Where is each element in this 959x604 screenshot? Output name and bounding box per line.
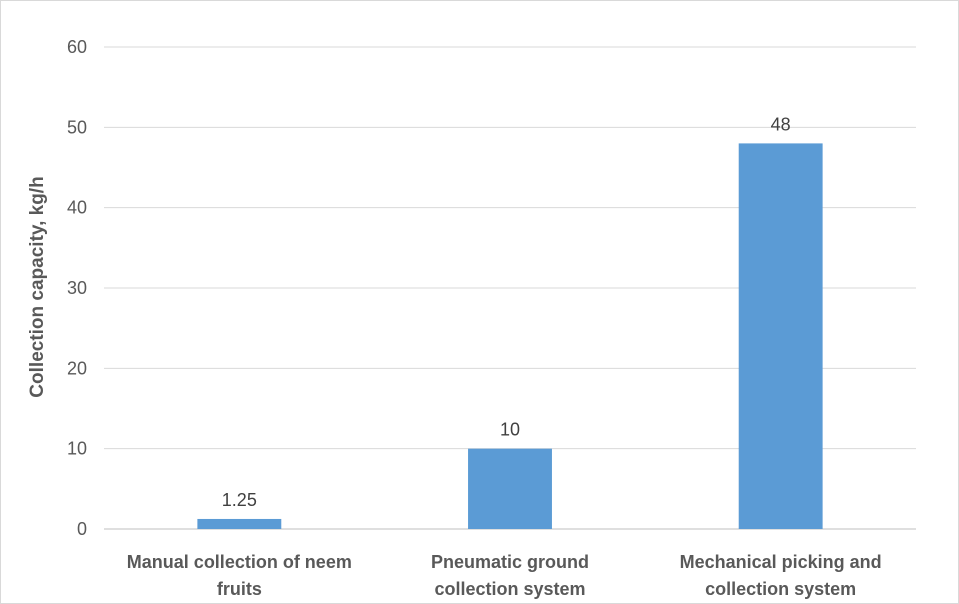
bars <box>197 143 823 529</box>
bar <box>738 143 823 529</box>
x-tick-label: collection system <box>434 579 585 599</box>
y-tick-label: 40 <box>67 198 87 218</box>
y-tick-label: 60 <box>67 37 87 57</box>
data-label: 48 <box>771 114 791 134</box>
y-axis-ticks: 0 10 20 30 40 50 60 <box>67 37 87 539</box>
bar <box>197 518 282 529</box>
data-label: 10 <box>500 420 520 440</box>
gridlines <box>104 46 916 530</box>
x-axis-categories: Manual collection of neem fruits Pneumatic… <box>127 552 882 599</box>
x-tick-label: Pneumatic ground <box>431 552 589 572</box>
y-tick-label: 10 <box>67 439 87 459</box>
y-axis-title: Collection capacity, kg/h <box>27 176 48 397</box>
x-tick-label: Mechanical picking and <box>680 552 882 572</box>
y-tick-label: 50 <box>67 117 87 137</box>
x-tick-label: collection system <box>705 579 856 599</box>
bar <box>468 448 552 529</box>
y-tick-label: 0 <box>77 519 87 539</box>
y-tick-label: 20 <box>67 358 87 378</box>
data-label: 1.25 <box>222 490 257 510</box>
y-tick-label: 30 <box>67 278 87 298</box>
x-tick-label: fruits <box>217 579 262 599</box>
x-tick-label: Manual collection of neem <box>127 552 352 572</box>
data-labels: 1.25 10 48 <box>222 114 791 510</box>
